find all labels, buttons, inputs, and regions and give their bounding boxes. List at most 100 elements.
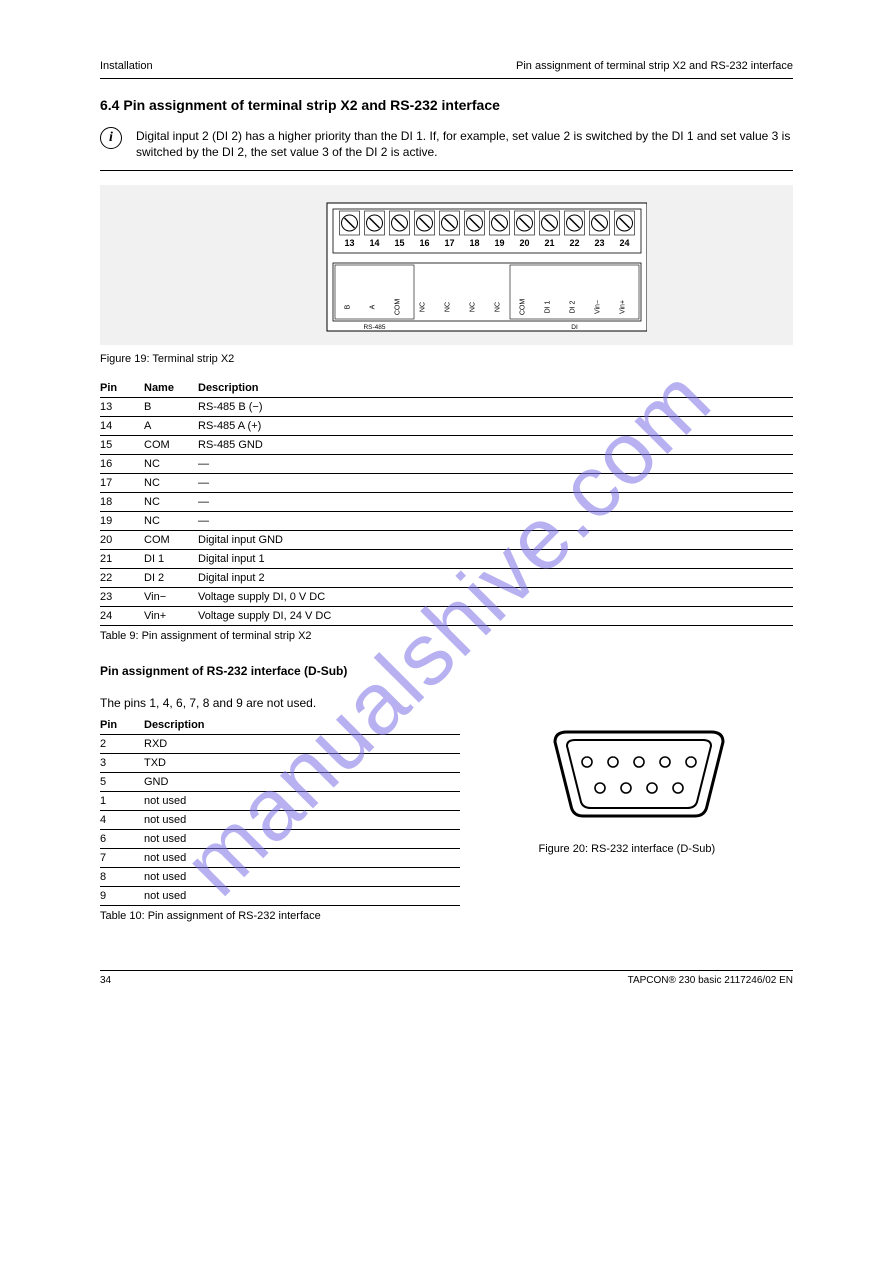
table-row: 4not used <box>100 811 460 830</box>
table-cell: RS-485 GND <box>198 436 793 455</box>
svg-text:DI 2: DI 2 <box>569 301 576 314</box>
table-cell: DI 1 <box>144 550 198 569</box>
table-cell: NC <box>144 455 198 474</box>
info-icon: i <box>100 127 122 149</box>
table-row: 19NC— <box>100 512 793 531</box>
table-cell: GND <box>144 773 460 792</box>
svg-text:COM: COM <box>394 299 401 316</box>
table-cell: 22 <box>100 569 144 588</box>
table-cell: 20 <box>100 531 144 550</box>
header-left: Installation <box>100 60 153 72</box>
svg-text:20: 20 <box>519 238 529 248</box>
table-cell: Digital input 1 <box>198 550 793 569</box>
svg-text:14: 14 <box>369 238 379 248</box>
table-cell: RS-485 B (−) <box>198 398 793 417</box>
table-cell: not used <box>144 811 460 830</box>
table-cell: Vin− <box>144 588 198 607</box>
table-row: 1not used <box>100 792 460 811</box>
table-cell: NC <box>144 493 198 512</box>
rs232-heading: Pin assignment of RS-232 interface (D-Su… <box>100 664 793 678</box>
rs232-intro: The pins 1, 4, 6, 7, 8 and 9 are not use… <box>100 696 793 710</box>
th-name: Name <box>144 379 198 398</box>
table-cell: 13 <box>100 398 144 417</box>
table-row: 2RXD <box>100 735 460 754</box>
svg-text:Vin+: Vin+ <box>619 300 626 314</box>
table-cell: 16 <box>100 455 144 474</box>
th2-desc: Description <box>144 716 460 735</box>
table-cell: 8 <box>100 868 144 887</box>
svg-text:16: 16 <box>419 238 429 248</box>
table-cell: B <box>144 398 198 417</box>
th-desc: Description <box>198 379 793 398</box>
svg-text:DI: DI <box>571 324 578 331</box>
table-cell: 7 <box>100 849 144 868</box>
svg-text:22: 22 <box>569 238 579 248</box>
svg-text:DI 1: DI 1 <box>544 301 551 314</box>
svg-text:NC: NC <box>494 302 501 312</box>
svg-text:24: 24 <box>619 238 629 248</box>
table-cell: 1 <box>100 792 144 811</box>
svg-text:17: 17 <box>444 238 454 248</box>
table-row: 23Vin−Voltage supply DI, 0 V DC <box>100 588 793 607</box>
table-cell: — <box>198 455 793 474</box>
info-text: Digital input 2 (DI 2) has a higher prio… <box>136 127 793 160</box>
table-row: 3TXD <box>100 754 460 773</box>
table-cell: COM <box>144 531 198 550</box>
table-cell: 5 <box>100 773 144 792</box>
figure-dsub: Figure 20: RS-232 interface (D-Sub) <box>484 716 793 855</box>
svg-text:RS-485: RS-485 <box>363 324 385 331</box>
table-cell: TXD <box>144 754 460 773</box>
table-row: 9not used <box>100 887 460 906</box>
svg-text:18: 18 <box>469 238 479 248</box>
dsub-caption: Figure 20: RS-232 interface (D-Sub) <box>539 843 739 855</box>
table1-caption: Table 9: Pin assignment of terminal stri… <box>100 630 793 642</box>
table-cell: 24 <box>100 607 144 626</box>
svg-text:19: 19 <box>494 238 504 248</box>
svg-text:23: 23 <box>594 238 604 248</box>
table-cell: RXD <box>144 735 460 754</box>
header-right: Pin assignment of terminal strip X2 and … <box>516 60 793 72</box>
table-row: 5GND <box>100 773 460 792</box>
terminal-table: Pin Name Description 13BRS-485 B (−)14AR… <box>100 379 793 626</box>
table-cell: 4 <box>100 811 144 830</box>
table-cell: 15 <box>100 436 144 455</box>
table-cell: not used <box>144 849 460 868</box>
table-cell: Voltage supply DI, 24 V DC <box>198 607 793 626</box>
svg-text:COM: COM <box>519 299 526 316</box>
table-cell: DI 2 <box>144 569 198 588</box>
table-row: 18NC— <box>100 493 793 512</box>
table-cell: 23 <box>100 588 144 607</box>
table-row: 7not used <box>100 849 460 868</box>
figure1-caption: Figure 19: Terminal strip X2 <box>100 353 793 365</box>
table-cell: 6 <box>100 830 144 849</box>
table-cell: Vin+ <box>144 607 198 626</box>
table-cell: — <box>198 474 793 493</box>
info-note: i Digital input 2 (DI 2) has a higher pr… <box>100 127 793 171</box>
table-row: 17NC— <box>100 474 793 493</box>
th2-pin: Pin <box>100 716 144 735</box>
table-cell: RS-485 A (+) <box>198 417 793 436</box>
table-cell: not used <box>144 868 460 887</box>
header-rule <box>100 78 793 79</box>
footer-right: TAPCON® 230 basic 2117246/02 EN <box>628 975 793 986</box>
svg-text:15: 15 <box>394 238 404 248</box>
table-cell: COM <box>144 436 198 455</box>
table-row: 6not used <box>100 830 460 849</box>
table-cell: 17 <box>100 474 144 493</box>
table-cell: not used <box>144 830 460 849</box>
table-cell: A <box>144 417 198 436</box>
table-cell: not used <box>144 792 460 811</box>
table-cell: 19 <box>100 512 144 531</box>
table-cell: Digital input 2 <box>198 569 793 588</box>
table-row: 14ARS-485 A (+) <box>100 417 793 436</box>
table-cell: — <box>198 493 793 512</box>
svg-text:NC: NC <box>419 302 426 312</box>
table-row: 13BRS-485 B (−) <box>100 398 793 417</box>
table-cell: 2 <box>100 735 144 754</box>
table-row: 15COMRS-485 GND <box>100 436 793 455</box>
table-cell: 3 <box>100 754 144 773</box>
th-pin: Pin <box>100 379 144 398</box>
table-row: 21DI 1Digital input 1 <box>100 550 793 569</box>
section-title: 6.4 Pin assignment of terminal strip X2 … <box>100 97 793 113</box>
table-row: 8not used <box>100 868 460 887</box>
